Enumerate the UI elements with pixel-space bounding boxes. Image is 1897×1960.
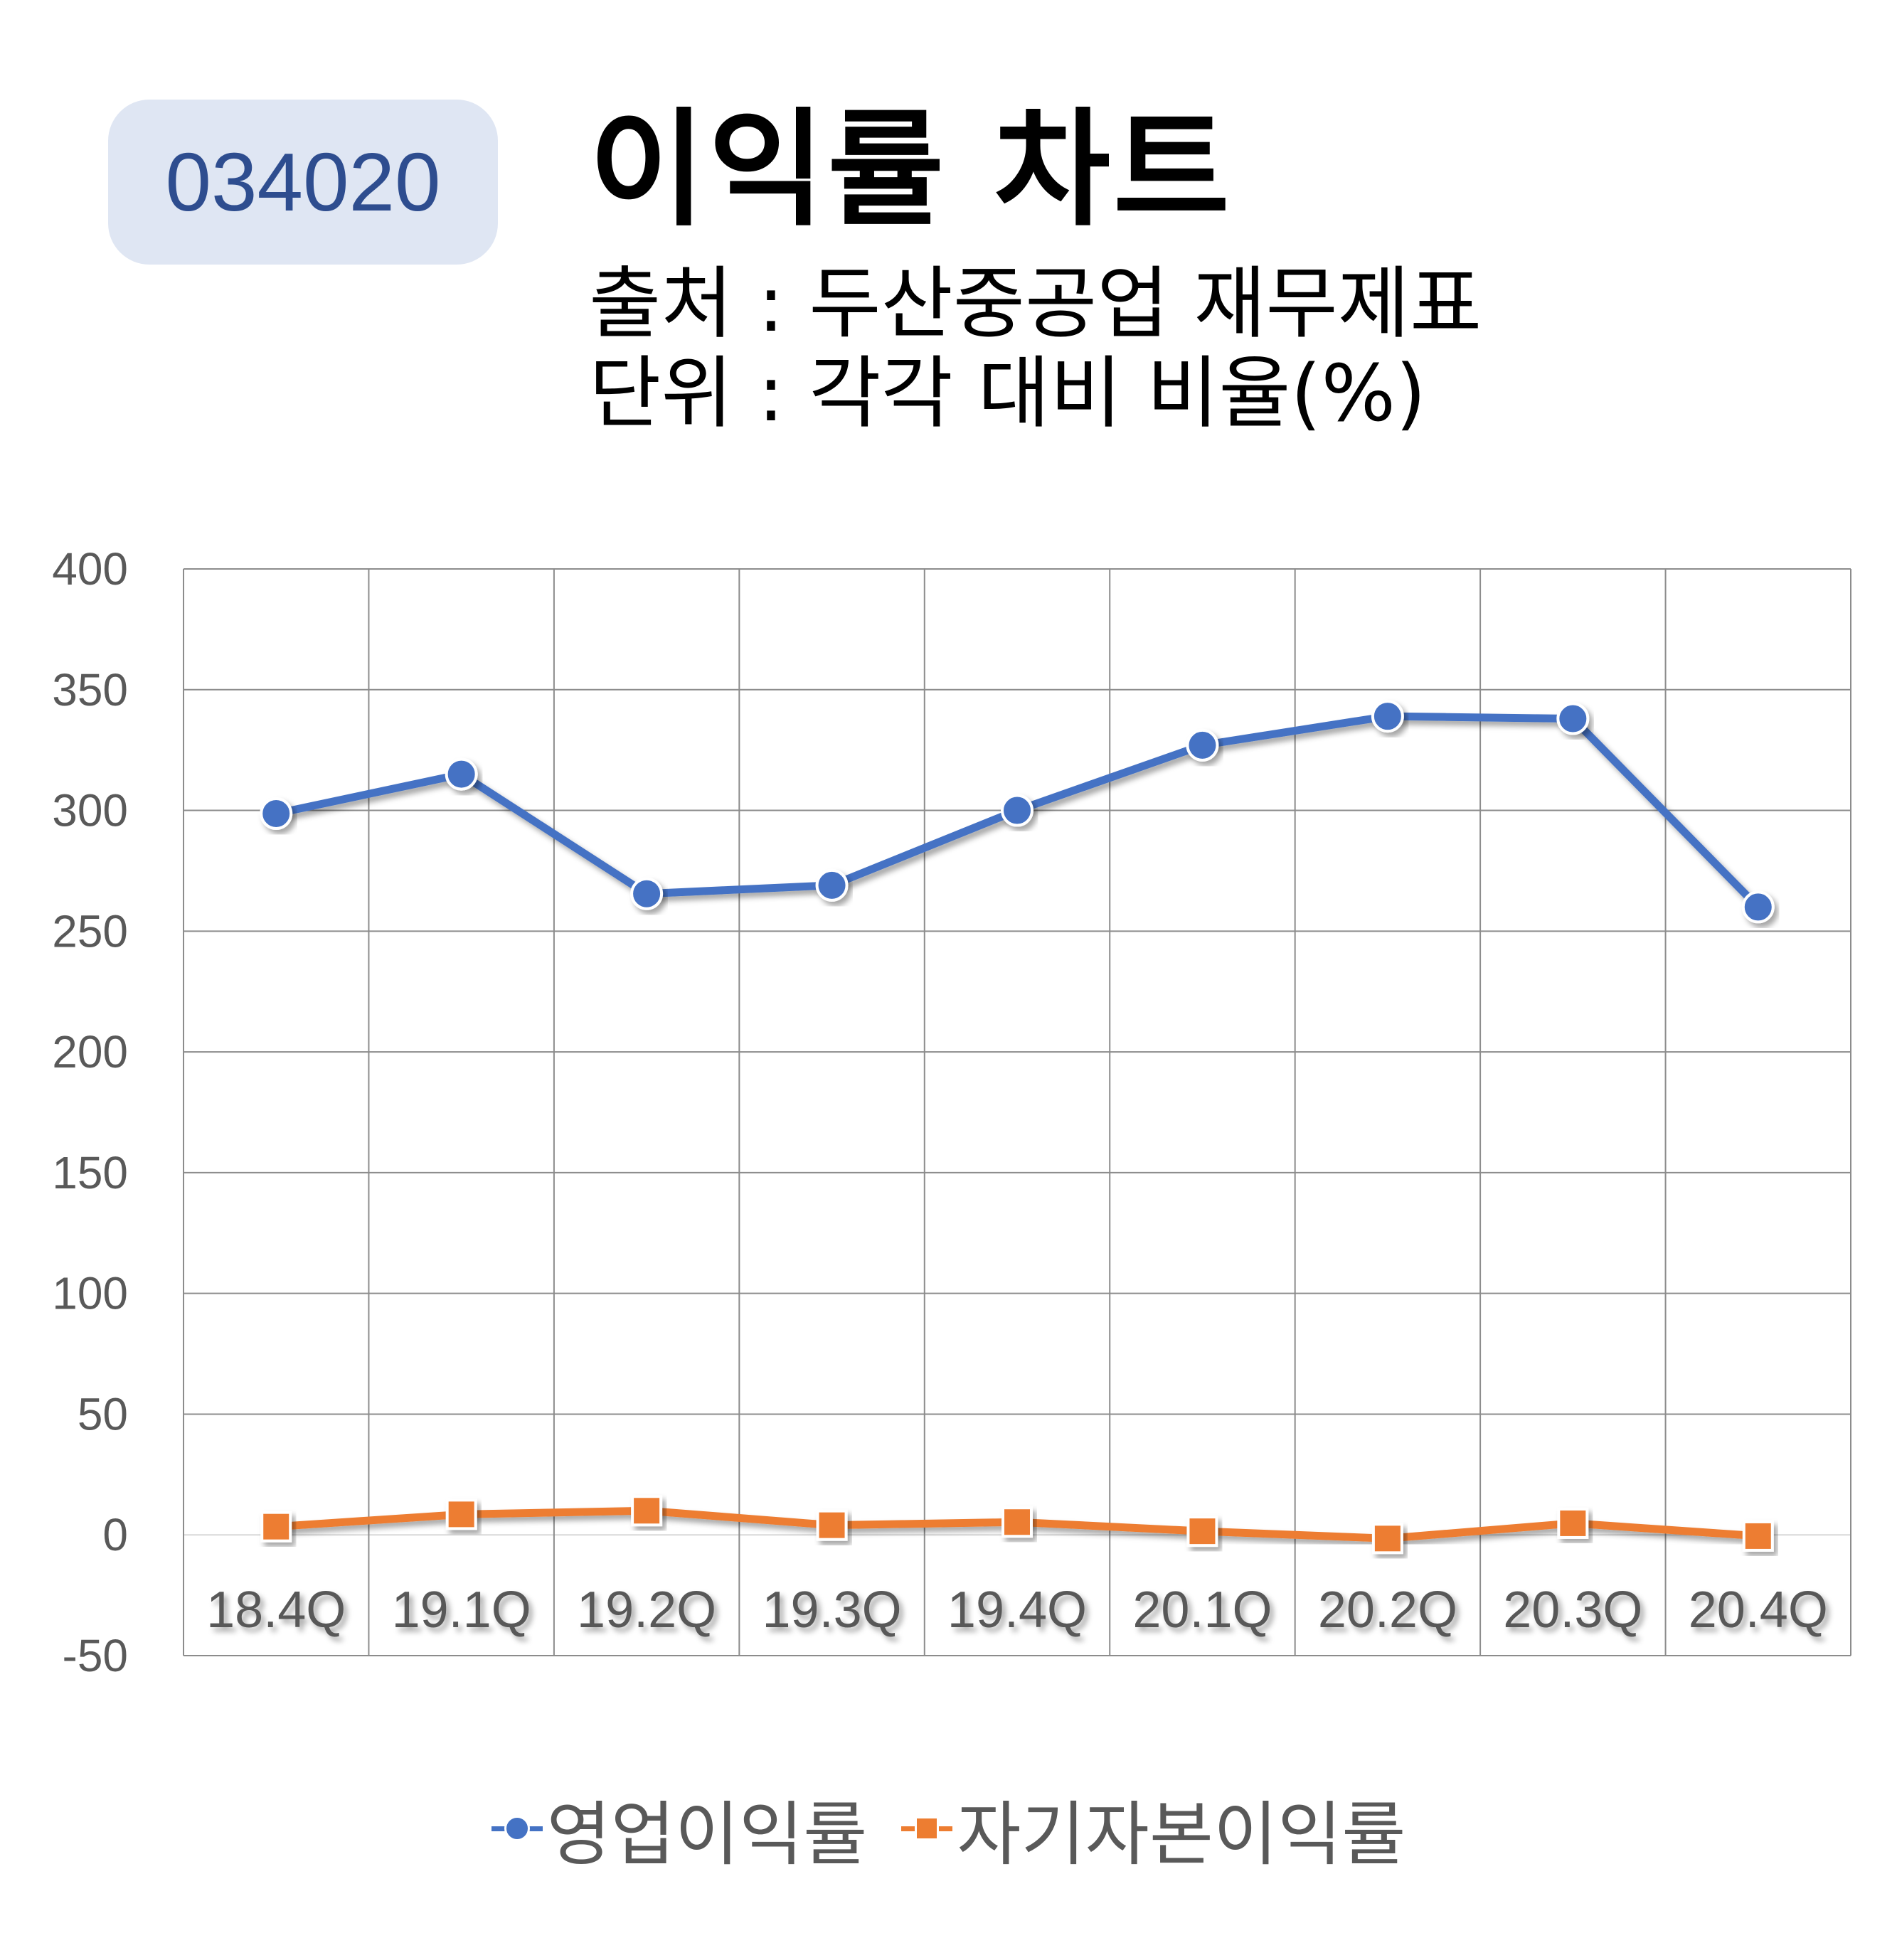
chart-grid	[183, 568, 1851, 1656]
data-point-series-2	[1001, 1506, 1033, 1538]
x-tick-label: 19.4Q	[947, 1582, 1087, 1639]
y-tick-label: 250	[52, 905, 128, 957]
data-point-series-1	[1001, 794, 1033, 827]
line-chart: 400 350 300 250 200 150 100 50 0 -50 18.4Q 19.1Q 19…	[52, 543, 1851, 1681]
legend-marker-2	[915, 1816, 940, 1841]
y-tick-label: 50	[78, 1388, 128, 1439]
data-point-series-1	[630, 877, 664, 910]
x-tick-label: 20.4Q	[1689, 1582, 1828, 1639]
data-point-series-2	[260, 1511, 292, 1543]
data-point-series-1	[1371, 700, 1404, 733]
y-tick-label: 100	[52, 1268, 128, 1319]
data-point-series-1	[260, 797, 293, 830]
square-marker-icon	[901, 1803, 953, 1854]
stock-code-badge: 034020	[108, 100, 498, 265]
data-point-series-1	[815, 868, 849, 902]
y-tick-label: 0	[102, 1509, 128, 1560]
data-point-series-1	[1186, 728, 1219, 762]
data-point-series-2	[1742, 1520, 1774, 1552]
legend-item-roe: 자기자본이익률	[901, 1778, 1406, 1879]
y-tick-label: 350	[52, 664, 128, 715]
page-title: 이익률 차트	[589, 96, 1233, 243]
y-tick-label: -50	[63, 1630, 129, 1681]
y-axis-ticks: 400 350 300 250 200 150 100 50 0 -50	[52, 543, 128, 1681]
y-tick-label: 150	[52, 1147, 128, 1198]
y-tick-label: 200	[52, 1026, 128, 1077]
data-point-series-2	[445, 1498, 477, 1530]
x-tick-label: 19.3Q	[762, 1582, 901, 1639]
stock-code: 034020	[165, 136, 441, 228]
chart-series	[260, 700, 1775, 1555]
unit-note: 단위 : 각각 대비 비율(%)	[589, 348, 1426, 439]
data-point-series-2	[1186, 1516, 1218, 1548]
data-point-series-1	[445, 757, 478, 791]
x-tick-label: 20.2Q	[1318, 1582, 1457, 1639]
data-point-series-2	[1557, 1507, 1589, 1539]
data-point-series-1	[1556, 702, 1590, 735]
x-tick-label: 18.4Q	[206, 1582, 346, 1639]
legend-marker-1	[504, 1816, 530, 1841]
legend-item-operating-margin: 영업이익률	[491, 1778, 868, 1879]
x-tick-label: 19.2Q	[577, 1582, 716, 1639]
y-tick-label: 400	[52, 543, 128, 595]
x-axis-ticks: 18.4Q 19.1Q 19.2Q 19.3Q 19.4Q 20.1Q 20.2Q 20.3Q…	[206, 1582, 1828, 1639]
data-point-series-2	[1371, 1523, 1403, 1555]
data-point-series-1	[1741, 890, 1775, 924]
x-tick-label: 20.1Q	[1132, 1582, 1272, 1639]
circle-marker-icon	[491, 1803, 543, 1854]
chart-legend: 영업이익률 자기자본이익률	[0, 1778, 1897, 1879]
data-point-series-2	[816, 1509, 848, 1541]
legend-label-1: 영업이익률	[546, 1794, 868, 1875]
legend-label-2: 자기자본이익률	[957, 1794, 1406, 1875]
x-tick-label: 20.3Q	[1503, 1582, 1642, 1639]
source-note: 출처 : 두산중공업 재무제표	[589, 258, 1482, 349]
data-point-series-2	[631, 1495, 663, 1527]
x-tick-label: 19.1Q	[392, 1582, 531, 1639]
y-tick-label: 300	[52, 785, 128, 836]
